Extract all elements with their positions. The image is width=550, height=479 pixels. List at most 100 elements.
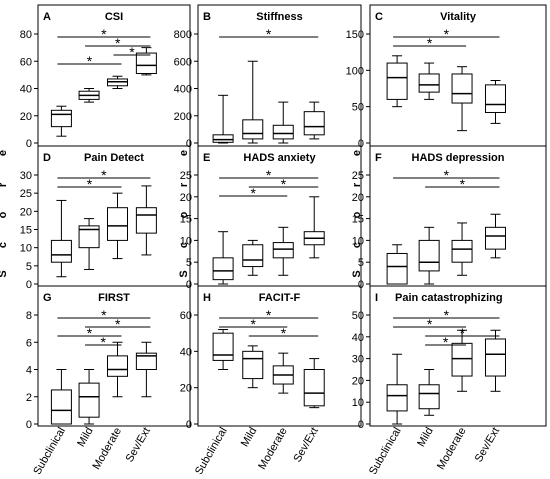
significance-star: * [444,307,450,323]
significance-star: * [444,26,450,42]
panel-letter: C [375,11,383,23]
x-category-label: Sev/Ext [291,426,320,465]
significance-star: * [101,307,107,323]
box-iqr [106,355,128,377]
panel-letter: B [203,11,211,23]
panel-title: FACIT-F [259,292,301,304]
y-axis-label-letter: r [0,182,9,187]
x-category-label: Mild [239,426,259,449]
box-iqr [418,384,440,410]
y-axis-label-letter: S [0,270,9,277]
panel-letter: D [43,152,51,164]
box-iqr [484,226,506,250]
y-tick-label: 4 [26,365,32,377]
y-tick-label: 0 [186,138,192,150]
box-iqr [451,239,473,263]
significance-star: * [87,176,93,192]
box-iqr [106,207,128,241]
significance-star: * [101,334,107,350]
significance-star: * [266,307,272,323]
significance-star: * [250,316,256,332]
y-tick-label: 20 [20,206,32,218]
y-axis-label-letter: e [178,150,190,156]
panel-letter: A [43,11,51,23]
panel-title: Pain catastrophizing [395,292,503,304]
y-axis-label-letter: S [178,270,190,277]
box-iqr [78,382,100,418]
y-axis-label-letter: r [351,182,363,187]
y-tick-label: 5 [186,257,192,269]
significance-star: * [250,185,256,201]
y-tick-label: 100 [346,65,364,77]
significance-star: * [427,35,433,51]
significance-star: * [443,334,449,350]
panel-title: CSI [105,11,123,23]
box-iqr [135,52,157,75]
box-iqr [78,225,100,249]
significance-star: * [115,35,121,51]
box-iqr [242,350,264,380]
y-tick-label: 150 [346,29,364,41]
panel-title: HADS anxiety [243,152,316,164]
y-tick-label: 400 [174,84,192,96]
y-tick-label: 15 [180,214,192,226]
y-tick-label: 6 [26,337,32,349]
box-iqr [451,342,473,377]
box-iqr [451,73,473,104]
panel-letter: G [43,292,52,304]
y-tick-label: 0 [26,138,32,150]
y-tick-label: 80 [20,29,32,41]
y-tick-label: 30 [352,354,364,366]
y-tick-label: 40 [352,332,364,344]
box-iqr [242,119,264,140]
panel-title: Vitality [440,11,477,23]
y-tick-label: 5 [26,261,32,273]
y-tick-label: 30 [20,170,32,182]
box-iqr [303,111,325,136]
x-category-label: Mild [75,426,95,449]
box-iqr [242,244,264,268]
y-tick-label: 60 [180,310,192,322]
box-iqr [212,134,234,143]
significance-star: * [87,53,93,69]
y-tick-label: 800 [174,29,192,41]
panel-letter: F [375,152,382,164]
y-tick-label: 10 [180,235,192,247]
y-tick-label: 20 [352,375,364,387]
y-tick-label: 50 [352,102,364,114]
significance-star: * [101,167,107,183]
x-category-label: Subclinical [31,426,68,475]
panel-title: FIRST [98,292,130,304]
y-tick-label: 25 [352,170,364,182]
panel-title: Pain Detect [84,152,144,164]
box-iqr [212,257,234,281]
y-tick-label: 60 [20,56,32,68]
significance-star: * [460,325,466,341]
x-category-label: Sev/Ext [473,426,502,465]
y-tick-label: 0 [358,279,364,291]
y-axis-label-letter: o [0,211,9,218]
box-iqr [484,84,506,113]
x-category-label: Mild [415,426,435,449]
y-axis-label-letter: e [351,150,363,156]
x-category-label: Sev/Ext [124,426,153,465]
y-tick-label: 40 [180,346,192,358]
y-tick-label: 20 [352,192,364,204]
significance-star: * [427,316,433,332]
y-axis-label-letter: S [351,270,363,277]
significance-star: * [129,44,135,60]
x-category-label: Moderate [256,426,290,472]
panel-title: Stiffness [256,11,302,23]
y-tick-label: 20 [180,192,192,204]
box-iqr [135,207,157,234]
y-axis-label-letter: e [0,150,9,156]
x-category-label: Subclinical [367,426,404,475]
y-tick-label: 10 [352,397,364,409]
y-axis-label-letter: c [178,242,190,248]
y-tick-label: 0 [186,419,192,431]
y-tick-label: 0 [358,138,364,150]
box-iqr [272,124,294,140]
box-iqr [418,73,440,93]
box-iqr [484,338,506,377]
